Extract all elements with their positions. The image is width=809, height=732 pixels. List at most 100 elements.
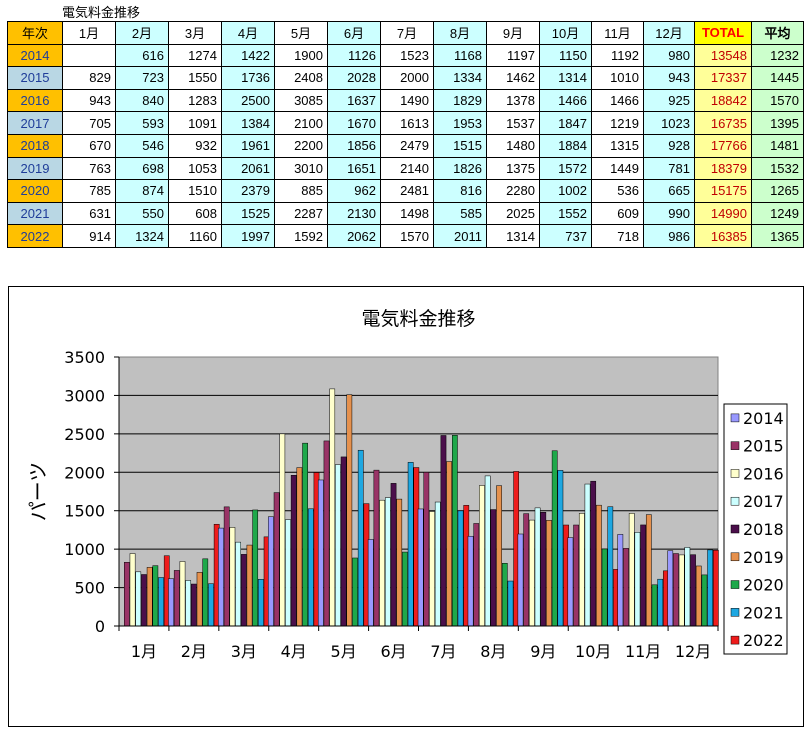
- bar: [384, 497, 391, 627]
- value-cell: 2481: [380, 179, 434, 203]
- bar: [517, 533, 524, 627]
- value-cell: 1378: [486, 88, 540, 113]
- value-cell: 546: [115, 133, 169, 158]
- x-tick-label: 3月: [231, 642, 257, 661]
- value-cell: 1480: [486, 133, 540, 158]
- value-cell: 585: [433, 201, 487, 226]
- value-cell: 1826: [433, 156, 487, 181]
- y-tick-label: 0: [95, 617, 105, 636]
- bar: [617, 534, 624, 627]
- average-cell: 1395: [751, 111, 804, 135]
- value-cell: 1314: [486, 224, 540, 248]
- value-cell: 1466: [591, 88, 644, 113]
- bar: [490, 509, 497, 627]
- bar: [523, 513, 530, 627]
- value-cell: 1856: [327, 133, 381, 158]
- bar: [346, 394, 353, 627]
- total-cell: 15175: [694, 179, 752, 203]
- bar-chart: 電気料金推移 0 500 1000 1500 2000 2500 3000 3500 パーツ 1月 2…: [26, 308, 788, 661]
- value-cell: 885: [274, 179, 328, 203]
- value-cell: 550: [115, 201, 169, 226]
- bar: [407, 462, 414, 627]
- month-header: 10月: [539, 21, 592, 45]
- value-cell: 943: [643, 66, 695, 90]
- bar: [208, 583, 214, 627]
- bar: [534, 507, 541, 627]
- bar: [546, 520, 552, 627]
- bar: [684, 547, 691, 627]
- x-tick-label: 12月: [675, 642, 711, 661]
- bar: [252, 509, 259, 627]
- x-tick-label: 5月: [331, 642, 357, 661]
- month-header: 6月: [327, 21, 381, 45]
- bar: [452, 435, 458, 627]
- legend-swatch: [730, 469, 740, 478]
- value-cell: 990: [643, 201, 695, 226]
- table-row: 2015 829 723 1550 1736 2408 2028 2000 1334 1462 13…: [7, 66, 804, 90]
- value-cell: 1023: [643, 111, 695, 135]
- bar: [218, 527, 224, 627]
- value-cell: 609: [591, 201, 644, 226]
- value-cell: 1010: [591, 66, 644, 90]
- table-row: 2018 670 546 932 1961 2200 1856 2479 1515 1480 188…: [7, 133, 804, 158]
- value-cell: 1570: [380, 224, 434, 248]
- bar: [390, 483, 397, 627]
- year-cell: 2016: [7, 88, 63, 113]
- bar: [573, 524, 579, 627]
- bar: [202, 558, 209, 627]
- value-cell: 1168: [433, 43, 487, 68]
- value-cell: 1274: [168, 43, 222, 68]
- bar: [258, 579, 264, 627]
- value-cell: 737: [539, 224, 592, 248]
- value-cell: 1997: [221, 224, 275, 248]
- y-tick-label: 3500: [64, 348, 105, 367]
- x-tick-label: 11月: [625, 642, 661, 661]
- value-cell: 1219: [591, 111, 644, 135]
- legend-label: 2020: [743, 576, 784, 595]
- bar: [352, 557, 358, 627]
- value-cell: 1651: [327, 156, 381, 181]
- value-cell: 925: [643, 88, 695, 113]
- x-tick-label: 6月: [380, 642, 406, 661]
- value-cell: 816: [433, 179, 487, 203]
- value-cell: 2500: [221, 88, 275, 113]
- total-cell: 17337: [694, 66, 752, 90]
- data-table: 年次 1月 2月 3月 4月 5月 6月 7月 8月 9月 10月 11月 12…: [7, 21, 804, 248]
- value-cell: 980: [643, 43, 695, 68]
- value-cell: 698: [115, 156, 169, 181]
- total-cell: 18842: [694, 88, 752, 113]
- value-cell: 781: [643, 156, 695, 181]
- bar: [340, 456, 347, 627]
- month-header: 5月: [274, 21, 328, 45]
- bar: [307, 508, 314, 627]
- value-cell: 1091: [168, 111, 222, 135]
- year-cell: 2017: [7, 111, 63, 135]
- value-cell: 1537: [486, 111, 540, 135]
- value-cell: 536: [591, 179, 644, 203]
- y-tick-label: 1500: [64, 502, 105, 521]
- bar: [135, 571, 142, 627]
- year-cell: 2022: [7, 224, 63, 248]
- bar: [557, 470, 564, 627]
- total-header: TOTAL: [694, 21, 752, 45]
- value-cell: 1126: [327, 43, 381, 68]
- legend-label: 2022: [743, 631, 784, 650]
- year-cell: 2019: [7, 156, 63, 181]
- bar: [323, 440, 330, 627]
- bar: [417, 508, 424, 627]
- value-cell: 1884: [539, 133, 592, 158]
- month-header: 1月: [62, 21, 116, 45]
- bar: [479, 485, 485, 627]
- value-cell: 705: [62, 111, 116, 135]
- value-cell: 1525: [221, 201, 275, 226]
- bar: [623, 548, 629, 627]
- legend-swatch: [730, 608, 740, 617]
- bar: [329, 388, 336, 627]
- bar: [379, 499, 385, 627]
- month-header: 3月: [168, 21, 222, 45]
- table-row: 2022 914 1324 1160 1997 1592 2062 1570 2011 1314 7…: [7, 224, 804, 248]
- total-cell: 16735: [694, 111, 752, 135]
- bar: [423, 472, 430, 627]
- value-cell: 2011: [433, 224, 487, 248]
- month-header: 2月: [115, 21, 169, 45]
